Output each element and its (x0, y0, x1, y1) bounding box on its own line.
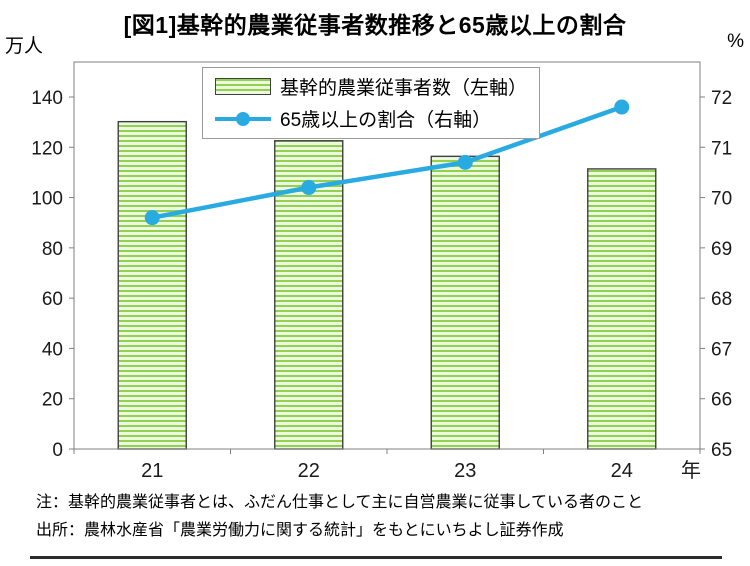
right-tick-label: 72 (711, 88, 732, 109)
right-tick-label: 70 (711, 189, 732, 210)
x-label-23: 23 (454, 460, 476, 482)
left-tick-label: 0 (52, 440, 63, 461)
bar-23 (430, 155, 500, 450)
right-tick-label: 66 (711, 390, 732, 411)
right-tick-label: 67 (711, 339, 732, 360)
line-series-swatch (215, 110, 271, 128)
note-definition: 注：基幹的農業従事者とは、ふだん仕事として主に自営農業に従事している者のこと (36, 494, 644, 511)
footnotes: 注：基幹的農業従事者とは、ふだん仕事として主に自営農業に従事している者のこと 出… (36, 489, 736, 544)
left-tick-label: 100 (31, 189, 63, 210)
marker-24 (614, 99, 630, 115)
left-tick-label: 80 (42, 239, 63, 260)
left-tick-label: 140 (31, 88, 63, 109)
legend: 基幹的農業従事者数（左軸） 65歳以上の割合（右軸） (202, 67, 541, 139)
legend-row-bar: 基幹的農業従事者数（左軸） (215, 73, 527, 100)
bar-series-label: 基幹的農業従事者数（左軸） (280, 78, 528, 99)
left-tick-label: 40 (42, 339, 63, 360)
left-axis-unit: 万人 (5, 36, 44, 57)
right-tick-label: 68 (711, 289, 732, 310)
x-label-22: 22 (298, 460, 320, 482)
note-source: 出所：農林水産省「農業労働力に関する統計」をもとにいちよし証券作成 (36, 521, 564, 539)
right-tick-label: 71 (711, 138, 732, 159)
marker-22 (301, 180, 317, 196)
left-tick-label: 20 (42, 390, 63, 411)
bar-series (117, 120, 657, 450)
x-label-21: 21 (141, 460, 163, 482)
bar-series-swatch (215, 78, 271, 95)
marker-21 (144, 210, 160, 226)
left-tick-label: 120 (31, 138, 63, 159)
chart-title: [図1]基幹的農業従事者数推移と65歳以上の割合 (123, 12, 627, 38)
bottom-divider (30, 556, 722, 559)
x-axis-suffix: 年 (681, 459, 701, 482)
bar-21 (117, 120, 187, 450)
right-tick-label: 65 (711, 440, 732, 461)
chart-plot: 0 20 40 60 80 100 120 140 65 66 67 68 69 70 71 72 21 22 23… (31, 61, 732, 482)
line-series (150, 104, 624, 220)
right-axis-unit: % (727, 31, 744, 52)
bar-24 (587, 168, 657, 450)
line-series-label: 65歳以上の割合（右軸） (280, 110, 492, 131)
x-label-24: 24 (611, 460, 633, 482)
left-tick-label: 60 (42, 289, 63, 310)
legend-row-line: 65歳以上の割合（右軸） (215, 105, 527, 132)
line-swatch-marker (236, 111, 250, 126)
right-tick-label: 69 (711, 239, 732, 260)
marker-23 (457, 154, 473, 170)
